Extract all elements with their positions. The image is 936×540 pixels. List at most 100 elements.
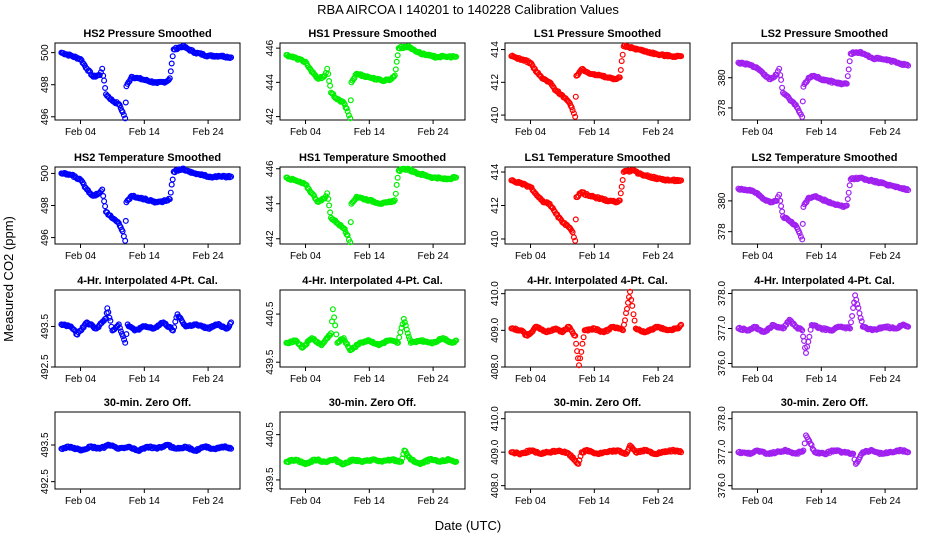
panel-title: 4-Hr. Interpolated 4-Pt. Cal. (527, 275, 668, 287)
x-tick-label: Feb 14 (806, 374, 838, 385)
plot-frame (731, 411, 918, 490)
data-point (629, 302, 636, 309)
y-tick-label: 496 (40, 108, 51, 125)
data-point (631, 317, 638, 324)
data-point (101, 198, 108, 205)
panel-title: LS2 Temperature Smoothed (752, 152, 898, 164)
plot-frame (279, 411, 466, 490)
data-point (228, 319, 235, 326)
data-point (340, 335, 347, 342)
data-point (572, 237, 579, 244)
plot-frame (504, 289, 691, 368)
x-tick-label: Feb 04 (742, 251, 774, 262)
y-tick-label: 414 (490, 41, 501, 58)
panel-zero-hs2: 30-min. Zero Off. Feb 04 Feb 14 Feb 24 492.5… (40, 397, 241, 507)
y-tick-label: 498 (40, 197, 51, 214)
data-point (577, 355, 584, 362)
panel-title: 4-Hr. Interpolated 4-Pt. Cal. (754, 275, 895, 287)
data-point (572, 216, 579, 223)
y-tick-label: 414 (490, 163, 501, 180)
data-point (347, 97, 354, 104)
data-point (905, 62, 912, 69)
data-point (569, 107, 576, 114)
y-tick-label: 412 (490, 74, 501, 91)
panel-zero-hs1: 30-min. Zero Off. Feb 04 Feb 14 Feb 24 439.5… (265, 397, 466, 507)
data-point (396, 334, 403, 341)
data-point (400, 315, 407, 322)
y-tick-label: 408.0 (490, 354, 501, 379)
data-point (572, 93, 579, 100)
y-tick-label: 376.0 (717, 351, 728, 376)
x-tick-label: Feb 14 (129, 496, 161, 507)
x-tick-label: Feb 04 (515, 251, 547, 262)
data-point (847, 319, 854, 326)
data-series-hs1 (283, 43, 460, 122)
data-point (227, 444, 234, 451)
data-point (846, 182, 853, 189)
panel-title: LS1 Temperature Smoothed (525, 152, 671, 164)
y-tick-label: 493.5 (40, 432, 51, 457)
data-point (398, 458, 405, 465)
data-point (394, 174, 401, 181)
data-point (802, 350, 809, 357)
data-point (678, 321, 685, 328)
y-tick-label: 496 (40, 229, 51, 246)
data-point (327, 209, 334, 216)
data-point (392, 190, 399, 197)
data-point (345, 112, 352, 119)
data-point (168, 181, 175, 188)
data-series-hs2 (58, 305, 235, 346)
data-point (618, 183, 625, 190)
panel-pressure-hs1: HS1 Pressure Smoothed Feb 04 Feb 14 Feb 24 4… (265, 28, 466, 138)
data-point (905, 323, 912, 330)
data-point (228, 445, 235, 452)
data-point (102, 203, 109, 210)
data-point (332, 322, 339, 329)
data-point (619, 327, 626, 334)
data-point (403, 326, 410, 333)
x-tick-label: Feb 14 (354, 127, 386, 138)
x-axis-label: Date (UTC) (435, 518, 501, 533)
x-tick-label: Feb 04 (65, 127, 97, 138)
data-point (846, 325, 853, 332)
data-point (776, 191, 783, 198)
data-series-ls2 (735, 174, 912, 243)
panel-title: LS1 Pressure Smoothed (534, 28, 661, 40)
data-point (343, 105, 350, 112)
x-tick-label: Feb 14 (806, 127, 838, 138)
x-tick-label: Feb 14 (129, 374, 161, 385)
data-point (844, 196, 851, 203)
y-tick-label: 410.0 (490, 406, 501, 431)
data-series-ls2 (735, 432, 912, 467)
data-point (324, 190, 331, 197)
data-point (393, 58, 400, 65)
x-tick-label: Feb 14 (806, 251, 838, 262)
panel-temperature-hs1: HS1 Temperature Smoothed Feb 04 Feb 14 Feb … (265, 152, 466, 262)
x-tick-label: Feb 24 (193, 374, 225, 385)
data-point (580, 334, 587, 341)
panel-title: 4-Hr. Interpolated 4-Pt. Cal. (302, 275, 443, 287)
y-tick-label: 410.0 (490, 281, 501, 306)
data-point (169, 176, 176, 183)
data-point (333, 331, 340, 338)
data-point (626, 288, 633, 295)
data-point (843, 202, 850, 209)
data-point (617, 66, 624, 73)
data-point (119, 108, 126, 115)
x-tick-label: Feb 24 (193, 496, 225, 507)
data-point (121, 336, 128, 343)
data-series-hs2 (58, 165, 235, 244)
data-point (572, 113, 579, 120)
x-tick-label: Feb 04 (65, 496, 97, 507)
x-tick-label: Feb 04 (742, 127, 774, 138)
y-tick-label: 376.0 (717, 473, 728, 498)
data-point (100, 193, 107, 200)
data-point (169, 53, 176, 60)
data-point (325, 195, 332, 202)
x-tick-label: Feb 04 (515, 496, 547, 507)
data-point (568, 104, 575, 111)
data-point (678, 53, 685, 60)
data-point (574, 355, 581, 362)
data-point (122, 339, 129, 346)
